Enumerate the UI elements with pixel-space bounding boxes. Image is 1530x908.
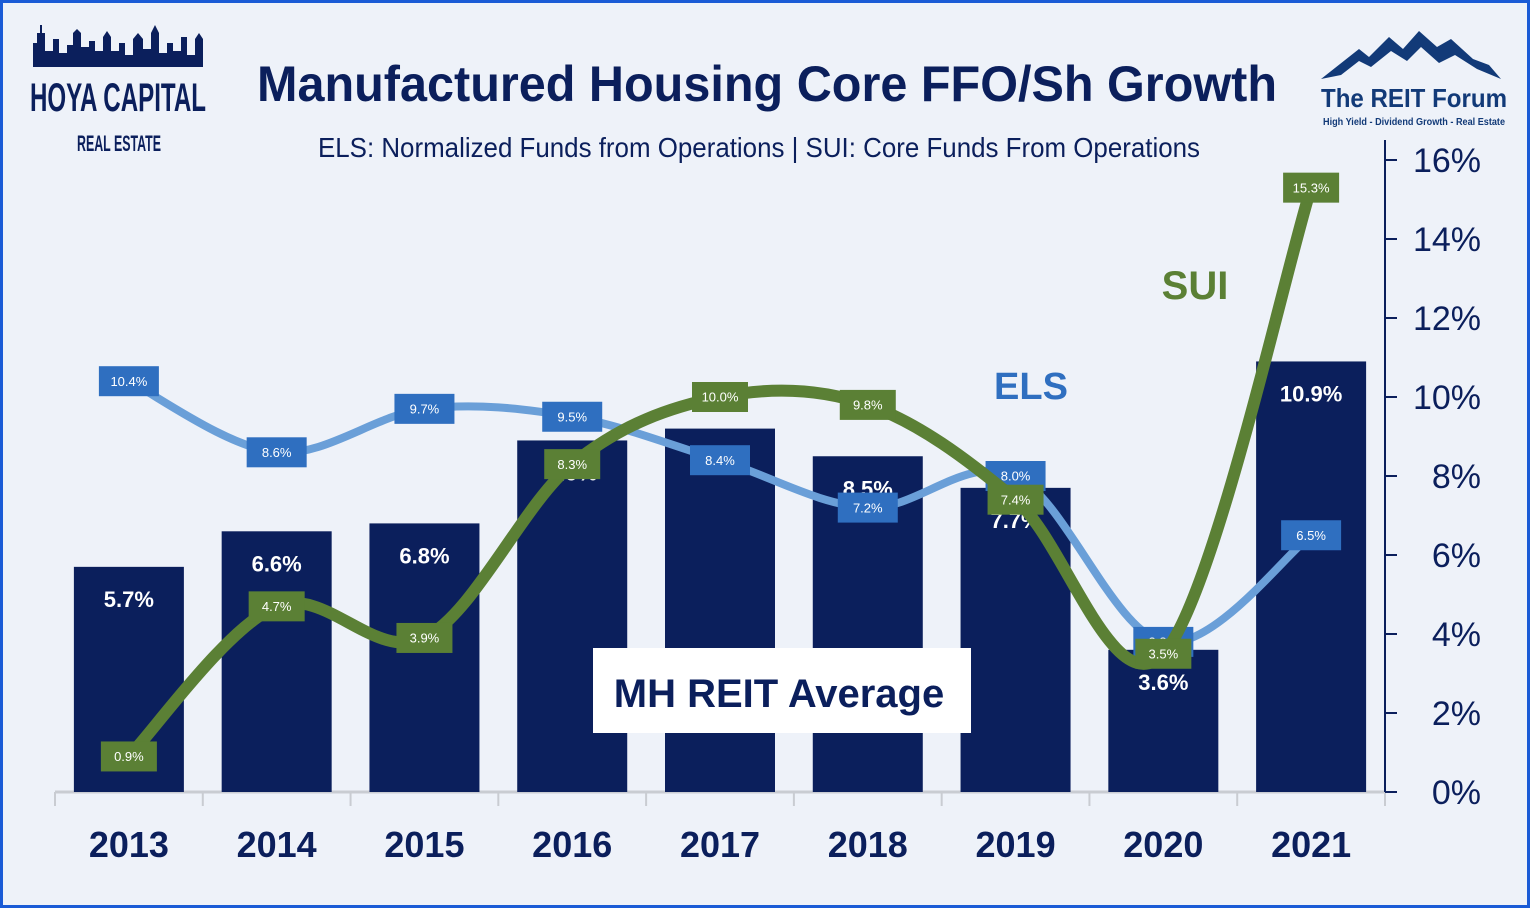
bar-2014 — [221, 531, 332, 792]
bar-2020 — [1108, 649, 1219, 792]
bar-2017 — [665, 428, 775, 792]
els-point-2021 — [1281, 520, 1342, 551]
els-data-label: 6.5% — [1296, 528, 1326, 543]
annotation-box — [593, 648, 971, 733]
els-point-2016 — [542, 401, 603, 432]
y-tick-label: 12% — [1413, 300, 1481, 338]
els-data-label: 8.6% — [262, 445, 292, 460]
els-data-label: 8.4% — [705, 453, 735, 468]
bar-data-label: 6.6% — [252, 551, 302, 576]
els-series: 10.4%8.6%9.7%9.5%8.4%7.2%8.0%3.8%6.5% — [98, 366, 1342, 657]
sui-point-2016 — [544, 449, 601, 480]
sui-data-label: 3.5% — [1149, 646, 1179, 661]
sui-point-2018 — [839, 389, 896, 420]
y-tick-label: 4% — [1432, 616, 1481, 654]
els-point-2013 — [98, 366, 159, 397]
reit-forum-logo: The REIT Forum High Yield - Dividend Gro… — [1321, 31, 1507, 128]
bar-2016 — [517, 440, 628, 792]
annotation-text: MH REIT Average — [614, 672, 944, 716]
y-tick-label: 0% — [1432, 774, 1481, 812]
y-tick-label: 10% — [1413, 379, 1481, 417]
chart-title: Manufactured Housing Core FFO/Sh Growth — [257, 56, 1277, 112]
bar-data-label: 10.9% — [1280, 381, 1342, 406]
bar-2015 — [369, 523, 480, 792]
els-data-label: 7.2% — [853, 500, 883, 515]
sui-point-2014 — [248, 591, 305, 622]
sui-data-label: 7.4% — [1001, 492, 1031, 507]
hoya-capital-logo: HOYA CAPITAL REAL ESTATE — [30, 25, 206, 156]
sui-data-label: 9.8% — [853, 398, 883, 413]
x-tick-label: 2013 — [89, 824, 169, 865]
sui-point-2019 — [987, 484, 1044, 515]
x-axis: 2013 2014 2015 2016 2017 2018 2019 2020 2021 — [54, 790, 1386, 865]
els-data-label: 9.5% — [557, 409, 587, 424]
x-tick-label: 2018 — [828, 824, 908, 865]
els-data-label: 8.0% — [1001, 469, 1031, 484]
logo-right-name: The REIT Forum — [1321, 83, 1507, 113]
y-axis: 0% 2% 4% 6% 8% 10% 12% 14% 16% — [1384, 140, 1481, 812]
chart-canvas: HOYA CAPITAL REAL ESTATE The REIT Forum … — [30, 25, 1507, 865]
y-tick-label: 2% — [1432, 695, 1481, 733]
els-data-label: 9.7% — [410, 402, 440, 417]
sui-series-label: SUI — [1162, 264, 1229, 308]
els-point-2015 — [394, 393, 455, 424]
logo-right-tagline: High Yield - Dividend Growth - Real Esta… — [1323, 117, 1505, 128]
x-tick-label: 2015 — [384, 824, 464, 865]
x-tick-label: 2019 — [976, 824, 1056, 865]
bar-data-label: 6.8% — [399, 543, 449, 568]
els-data-label: 10.4% — [110, 374, 147, 389]
mountain-icon — [1321, 31, 1501, 79]
y-tick-label: 16% — [1413, 142, 1481, 180]
logo-left-line2: REAL ESTATE — [77, 131, 161, 156]
bar-data-label: 3.6% — [1138, 670, 1188, 695]
y-tick-label: 8% — [1432, 458, 1481, 496]
y-tick-label: 6% — [1432, 537, 1481, 575]
sui-data-label: 8.3% — [557, 457, 587, 472]
els-series-label: ELS — [994, 366, 1068, 408]
sui-point-2015 — [396, 622, 453, 653]
sui-data-label: 4.7% — [262, 599, 292, 614]
sui-series: 0.9% 4.7% 3.9% 8.3% 10.0% 9.8% 7.4% 3.5% 15.3% — [100, 172, 1340, 772]
sui-point-2013 — [100, 741, 157, 772]
sui-point-2017 — [692, 382, 748, 412]
mh-reit-average-annotation: MH REIT Average — [593, 648, 971, 733]
logo-left-line1: HOYA CAPITAL — [30, 76, 206, 120]
x-tick-label: 2020 — [1123, 824, 1203, 865]
sui-data-label: 0.9% — [114, 749, 144, 764]
els-point-2018 — [837, 492, 898, 523]
x-tick-label: 2016 — [532, 824, 612, 865]
x-tick-label: 2014 — [237, 824, 317, 865]
sui-point-2020 — [1135, 638, 1192, 669]
els-point-2017 — [690, 445, 750, 476]
x-tick-label: 2021 — [1271, 824, 1351, 865]
sui-point-2021 — [1283, 172, 1340, 203]
sui-data-label: 10.0% — [702, 390, 739, 405]
bar-data-label: 5.7% — [104, 587, 154, 612]
sui-data-label: 3.9% — [410, 631, 440, 646]
bar-2019 — [960, 487, 1071, 792]
skyline-icon — [33, 25, 203, 67]
chart-subtitle: ELS: Normalized Funds from Operations | … — [318, 132, 1200, 163]
els-point-2014 — [246, 437, 307, 468]
sui-data-label: 15.3% — [1293, 180, 1330, 195]
x-tick-label: 2017 — [680, 824, 760, 865]
y-tick-label: 14% — [1413, 221, 1481, 259]
